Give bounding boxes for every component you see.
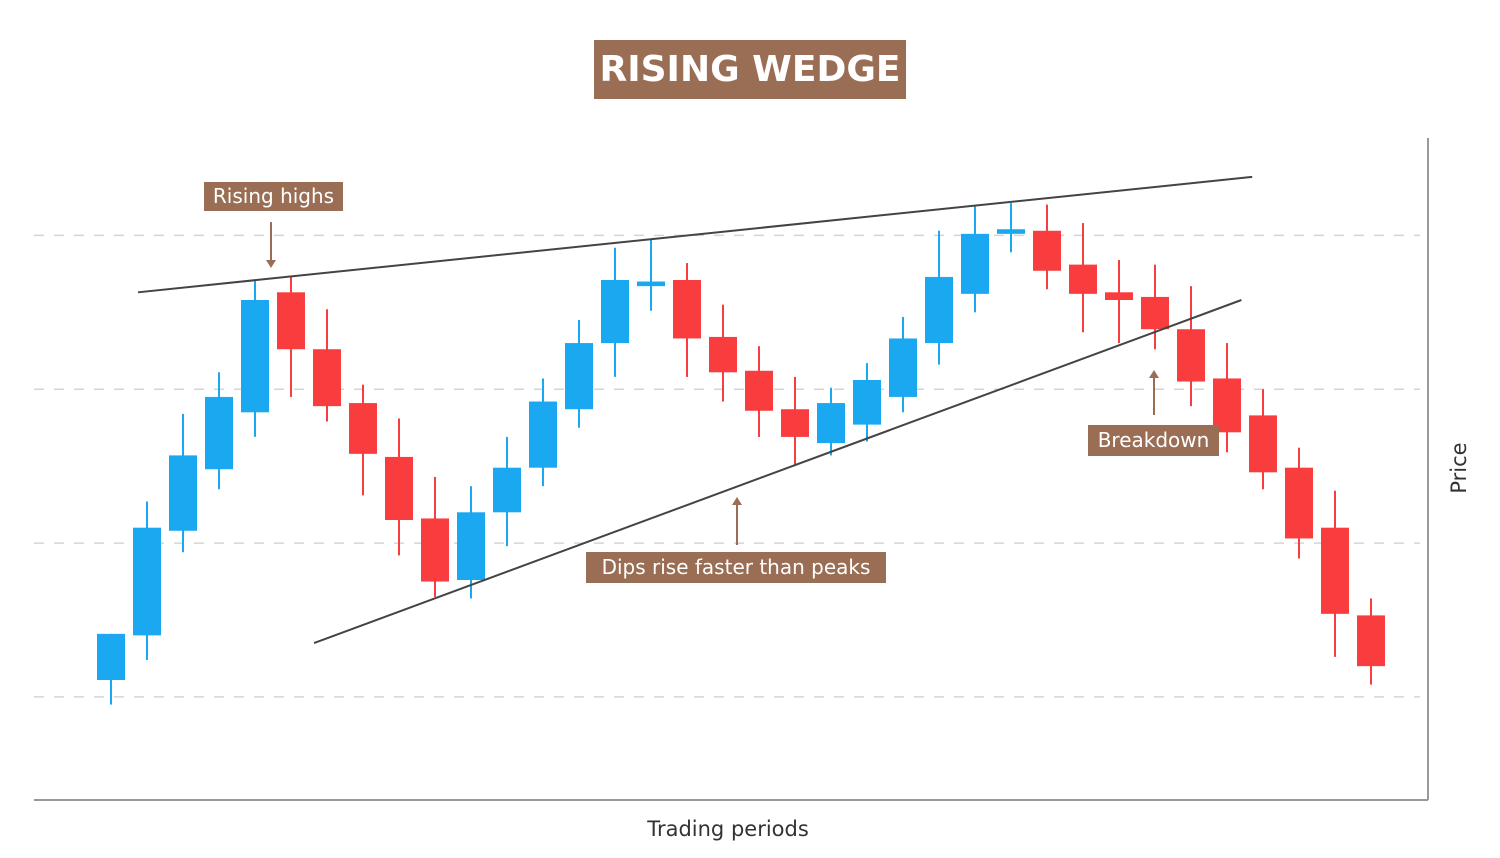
candle-body [637, 281, 665, 287]
candle-body [205, 396, 233, 470]
candle-body [313, 349, 341, 407]
candle-body [673, 280, 701, 339]
annotation-arrowhead [1149, 370, 1159, 378]
candle-body [133, 527, 161, 636]
candle-body [745, 370, 773, 411]
candle-body [781, 409, 809, 437]
candle-body [1177, 329, 1205, 382]
candle-body [997, 229, 1025, 234]
candle-body [1033, 230, 1061, 271]
annotation-box [204, 182, 343, 211]
annotation-box [1088, 425, 1219, 456]
candle-body [493, 467, 521, 513]
y-axis-label: Price [1447, 442, 1471, 493]
trendline [313, 299, 1242, 645]
chart-title: RISING WEDGE [600, 49, 901, 90]
annotation-text: Rising highs [213, 184, 334, 208]
candle-body [925, 276, 953, 344]
annotation-text: Dips rise faster than peaks [602, 555, 871, 579]
candle-body [601, 280, 629, 344]
candle-body [1141, 296, 1169, 330]
candle-body [961, 233, 989, 294]
annotation-text: Breakdown [1098, 428, 1210, 452]
candle-body [817, 403, 845, 444]
title-box [594, 40, 906, 99]
candle-body [349, 403, 377, 454]
candle-body [1069, 264, 1097, 294]
candle-body [97, 633, 125, 680]
candle-body [565, 343, 593, 410]
annotation-arrowhead [732, 497, 742, 505]
candle-body [1357, 615, 1385, 667]
annotation-box [586, 552, 886, 583]
x-axis-label: Trading periods [646, 817, 809, 841]
candle-body [457, 512, 485, 580]
candle-body [1249, 415, 1277, 473]
candle-body [853, 380, 881, 425]
candle-body [709, 336, 737, 373]
candle-body [889, 338, 917, 397]
candle-body [385, 456, 413, 520]
candle-body [1285, 467, 1313, 539]
candle-body [1213, 378, 1241, 433]
annotation-arrowhead [266, 260, 276, 268]
candle-body [169, 455, 197, 531]
candle-body [421, 518, 449, 582]
candle-body [241, 300, 269, 413]
candle-body [529, 401, 557, 468]
candle-body [1105, 292, 1133, 300]
candle-body [277, 292, 305, 350]
trendline [137, 175, 1253, 294]
candle-body [1321, 527, 1349, 614]
